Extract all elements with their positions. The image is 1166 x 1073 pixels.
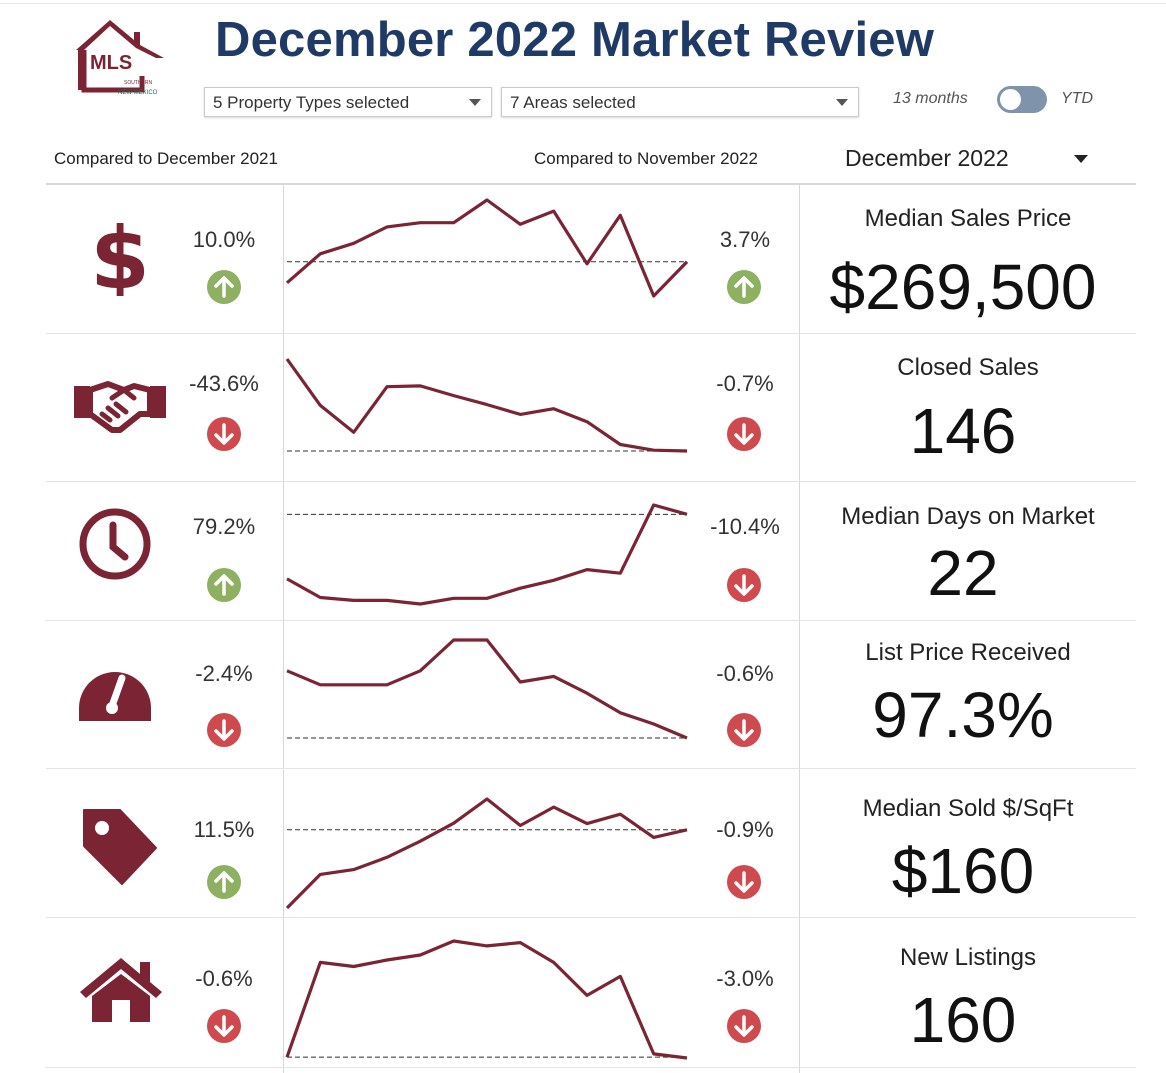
row-divider — [46, 620, 1136, 621]
clock-icon — [78, 507, 152, 586]
metric-value-median-sales-price: $269,500 — [829, 251, 1097, 323]
page-title: December 2022 Market Review — [215, 13, 935, 67]
chevron-down-icon — [469, 99, 481, 106]
chevron-down-icon[interactable] — [1074, 155, 1088, 163]
yoy-change-closed: -43.6% — [189, 371, 259, 396]
trend-line — [285, 358, 688, 453]
mom-change-closed: -0.7% — [716, 371, 774, 396]
toggle-knob — [1000, 89, 1021, 110]
svg-text:$: $ — [90, 218, 150, 296]
dollar-icon: $ — [88, 209, 152, 309]
arrow-down-icon — [207, 1009, 241, 1043]
row-divider — [46, 1067, 1136, 1068]
row-divider — [46, 768, 1136, 769]
arrow-up-icon — [727, 270, 761, 304]
trend-line — [285, 198, 689, 298]
svg-text:NEW MEXICO: NEW MEXICO — [118, 90, 158, 96]
chevron-down-icon — [836, 99, 848, 106]
toggle-label-ytd: YTD — [1061, 90, 1093, 107]
handshake-icon — [72, 374, 168, 439]
row-divider — [46, 333, 1136, 334]
row-divider — [46, 481, 1136, 482]
arrow-down-icon — [727, 568, 761, 602]
month-select[interactable]: December 2022 — [845, 145, 1009, 171]
property-types-dropdown[interactable]: 5 Property Types selected — [204, 87, 492, 117]
yoy-change-list: -2.4% — [195, 661, 253, 686]
trend-line — [286, 638, 688, 740]
trend-line — [286, 503, 688, 606]
mom-change-list: -0.6% — [716, 661, 774, 686]
yoy-change-sqft: 11.5% — [193, 817, 255, 842]
arrow-up-icon — [207, 568, 241, 602]
trend-line — [285, 797, 688, 910]
mls-logo: MLS SOUTHERN NEW MEXICO — [68, 14, 172, 96]
metric-label-new-listings: New Listings — [899, 944, 1037, 971]
svg-text:SOUTHERN: SOUTHERN — [124, 80, 152, 86]
mom-change-price: 3.7% — [719, 227, 771, 252]
arrow-down-icon — [207, 417, 241, 451]
metric-label-sold-per-sqft: Median Sold $/SqFt — [862, 795, 1074, 822]
mom-change-dom: -10.4% — [710, 514, 780, 539]
yoy-change-listings: -0.6% — [195, 966, 253, 991]
mom-change-sqft: -0.9% — [716, 817, 774, 842]
toggle-label-13-months: 13 months — [893, 90, 968, 107]
trend-line — [285, 939, 688, 1060]
compared-year-label: Compared to December 2021 — [54, 149, 278, 168]
areas-dropdown[interactable]: 7 Areas selected — [501, 87, 859, 117]
home-icon — [78, 954, 164, 1029]
areas-label: 7 Areas selected — [510, 93, 636, 112]
metric-value-closed-sales: 146 — [909, 395, 1017, 467]
period-toggle[interactable] — [997, 86, 1047, 113]
metric-value-sold-per-sqft: $160 — [891, 835, 1035, 907]
mom-change-listings: -3.0% — [716, 966, 774, 991]
metric-label-list-price-received: List Price Received — [865, 639, 1071, 666]
chart-left-divider — [283, 184, 284, 1073]
arrow-up-icon — [207, 865, 241, 899]
metric-value-new-listings: 160 — [909, 984, 1017, 1056]
arrow-down-icon — [727, 417, 761, 451]
header-divider — [46, 183, 1136, 185]
arrow-down-icon — [727, 865, 761, 899]
arrow-down-icon — [727, 713, 761, 747]
metric-value-list-price-received: 97.3% — [872, 679, 1054, 751]
metric-value-days-on-market: 22 — [927, 537, 999, 609]
arrow-down-icon — [207, 713, 241, 747]
top-border — [0, 3, 1166, 4]
yoy-change-dom: 79.2% — [192, 514, 256, 539]
chart-right-divider — [799, 184, 800, 1073]
arrow-up-icon — [207, 270, 241, 304]
row-divider — [46, 917, 1136, 918]
yoy-change-price: 10.0% — [192, 227, 256, 252]
price-tag-icon — [82, 808, 158, 891]
property-types-label: 5 Property Types selected — [213, 93, 410, 112]
arrow-down-icon — [727, 1009, 761, 1043]
gauge-icon — [78, 654, 152, 727]
metric-label-days-on-market: Median Days on Market — [841, 503, 1095, 530]
compared-month-label: Compared to November 2022 — [534, 149, 758, 168]
metric-label-median-sales-price: Median Sales Price — [864, 205, 1072, 232]
metric-label-closed-sales: Closed Sales — [897, 354, 1039, 381]
svg-text:MLS: MLS — [90, 52, 132, 74]
